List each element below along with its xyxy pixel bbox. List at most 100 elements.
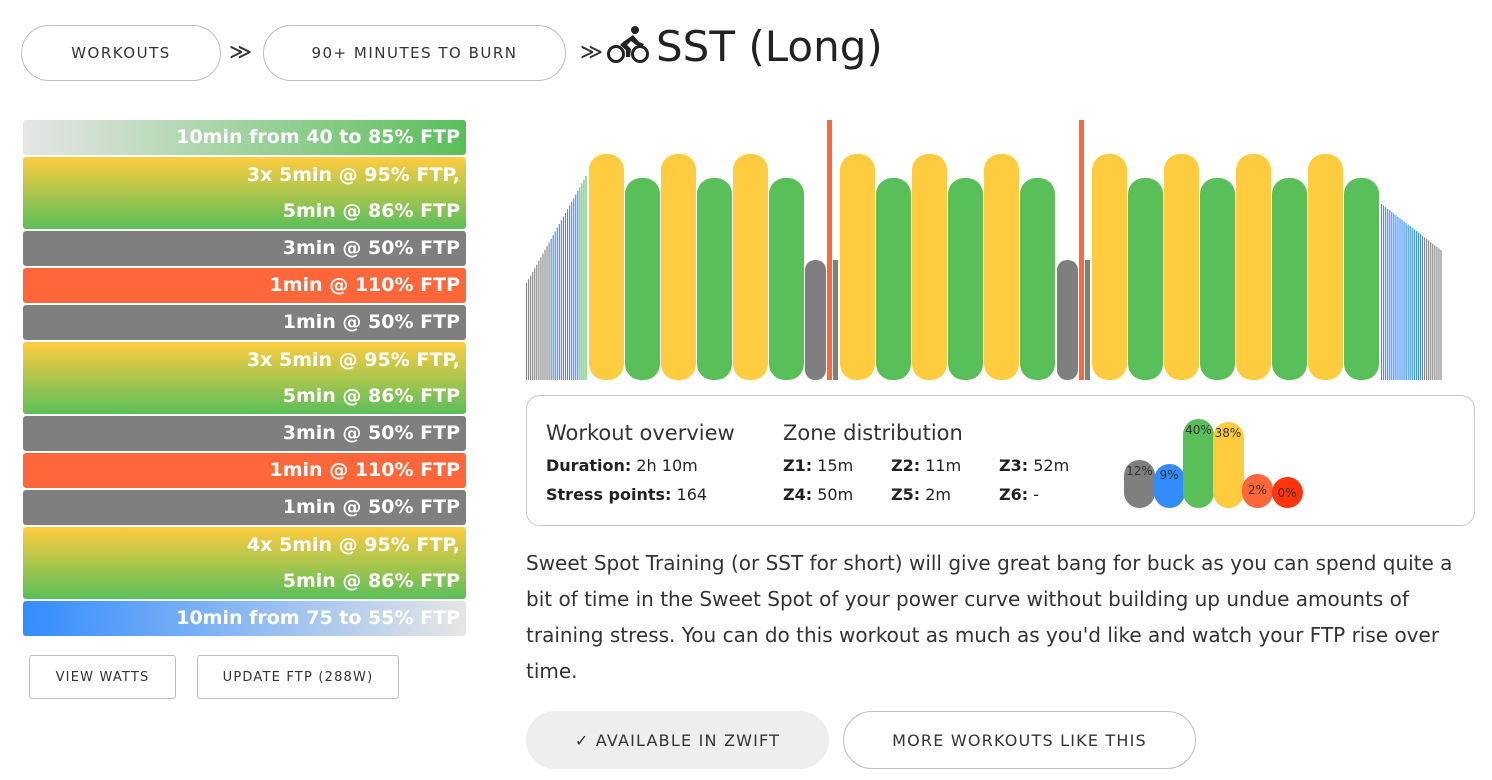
warmup-bar [556, 227, 558, 380]
cooldown-bar [1397, 216, 1399, 380]
cooldown-bar [1389, 210, 1391, 380]
zone-bar-z2 [1153, 463, 1185, 508]
breadcrumb-workouts[interactable]: WORKOUTS [21, 25, 221, 81]
warmup-bar [546, 246, 548, 380]
workout-segments: 10min from 40 to 85% FTP 3x 5min @ 95% FT… [23, 120, 466, 638]
warmup-bar [526, 283, 528, 380]
zone-time-z4: Z4: 50m [783, 485, 853, 504]
cooldown-bar [1434, 245, 1436, 380]
warmup-bar [567, 209, 569, 380]
stress-value: 164 [676, 485, 708, 504]
interval-bar-86 [769, 178, 804, 380]
warmup-bar [550, 238, 552, 380]
cooldown-bar [1395, 215, 1397, 380]
zone-bar-z3 [1183, 419, 1214, 508]
hard-bar [1079, 120, 1084, 380]
view-watts-button[interactable]: VIEW WATTS [29, 655, 176, 699]
breadcrumb-90-minutes[interactable]: 90+ MINUTES TO BURN [263, 25, 566, 81]
zone-label: Z4: [783, 485, 813, 504]
zone-label: Z1: [783, 456, 813, 475]
rest-bar [805, 260, 826, 380]
zone-time-z2: Z2: 11m [891, 456, 961, 475]
segment-label: 1min @ 110% FTP [269, 274, 460, 296]
cooldown-bar [1426, 238, 1428, 380]
more-workouts-button[interactable]: MORE WORKOUTS LIKE THIS [843, 711, 1196, 769]
interval-bar-86 [1344, 178, 1379, 380]
interval-bar-95 [1092, 154, 1127, 380]
warmup-bar [538, 260, 540, 380]
cooldown-bar [1422, 235, 1424, 380]
segment-label: 3x 5min @ 95% FTP, [246, 164, 460, 186]
page-title: SST (Long) [606, 22, 883, 71]
cooldown-bar [1411, 227, 1413, 380]
breadcrumb-separator: ≫ [229, 40, 253, 65]
cooldown-bar [1383, 205, 1385, 380]
warmup-bar [579, 187, 581, 380]
cooldown-bar [1428, 240, 1430, 380]
zone-bar-z6 [1271, 477, 1303, 508]
rest-bar [833, 260, 838, 380]
title-text: SST (Long) [656, 22, 883, 71]
cooldown-bar [1405, 223, 1407, 380]
cooldown-bar [1407, 224, 1409, 380]
interval-bar-86 [1272, 178, 1307, 380]
zone-value: 15m [817, 456, 854, 475]
segment-label: 5min @ 86% FTP [282, 385, 460, 407]
cooldown-bar [1438, 248, 1440, 380]
duration-value: 2h 10m [636, 456, 698, 475]
rest-bar [1057, 260, 1078, 380]
cooldown-bar [1440, 250, 1442, 380]
segment-label: 3min @ 50% FTP [282, 237, 460, 259]
available-in-zwift-button[interactable]: ✓ AVAILABLE IN ZWIFT [526, 711, 829, 769]
segment-label: 10min from 75 to 55% FTP [176, 607, 460, 629]
cooldown-bar [1385, 207, 1387, 380]
warmup-bar [583, 179, 585, 380]
warmup-bar [542, 253, 544, 380]
zone-percent-label: 38% [1214, 425, 1242, 440]
segment-label: 5min @ 86% FTP [282, 200, 460, 222]
zone-label: Z2: [891, 456, 921, 475]
workout-segment: 3x 5min @ 95% FTP, 5min @ 86% FTP [23, 342, 466, 414]
zone-label: Z3: [999, 456, 1029, 475]
cooldown-bar [1424, 237, 1426, 380]
segment-label: 1min @ 50% FTP [282, 311, 460, 333]
cooldown-bar [1432, 243, 1434, 380]
workout-segment: 10min from 40 to 85% FTP [23, 120, 466, 155]
interval-bar-86 [697, 178, 732, 380]
breadcrumb-separator: ≫ [580, 40, 604, 65]
warmup-bar [560, 220, 562, 380]
segment-label: 3x 5min @ 95% FTP, [246, 349, 460, 371]
interval-bar-86 [1200, 178, 1235, 380]
interval-bar-95 [912, 154, 947, 380]
zone-bar-z1 [1124, 459, 1155, 508]
zone-label: Z6: [999, 485, 1029, 504]
warmup-bar [577, 190, 579, 380]
workout-segment: 1min @ 50% FTP [23, 305, 466, 340]
cooldown-bar [1399, 218, 1401, 380]
update-ftp-button[interactable]: UPDATE FTP (288W) [197, 655, 399, 699]
zone-percent-label: 0% [1277, 486, 1297, 500]
warmup-bar [554, 231, 556, 380]
cooldown-bar [1381, 204, 1383, 380]
cooldown-bar [1413, 229, 1415, 380]
zone-label: Z5: [891, 485, 921, 504]
warmup-bar [540, 257, 542, 380]
overview-heading: Workout overview [546, 421, 735, 445]
cooldown-bar [1417, 232, 1419, 380]
workout-profile-chart [526, 120, 1442, 380]
warmup-bar [544, 249, 546, 380]
warmup-bar [530, 275, 532, 380]
cyclist-icon [606, 24, 650, 69]
warmup-bar [534, 268, 536, 380]
workout-segment: 1min @ 110% FTP [23, 453, 466, 488]
cooldown-bar [1391, 211, 1393, 380]
interval-bar-86 [625, 178, 660, 380]
workout-segment: 4x 5min @ 95% FTP, 5min @ 86% FTP [23, 527, 466, 599]
segment-label: 10min from 40 to 85% FTP [176, 126, 460, 148]
warmup-bar [548, 242, 550, 380]
interval-bar-86 [1020, 178, 1055, 380]
warmup-bar [575, 194, 577, 380]
interval-bar-95 [984, 154, 1019, 380]
stress-points: Stress points: 164 [546, 485, 707, 504]
warmup-bar [573, 198, 575, 380]
